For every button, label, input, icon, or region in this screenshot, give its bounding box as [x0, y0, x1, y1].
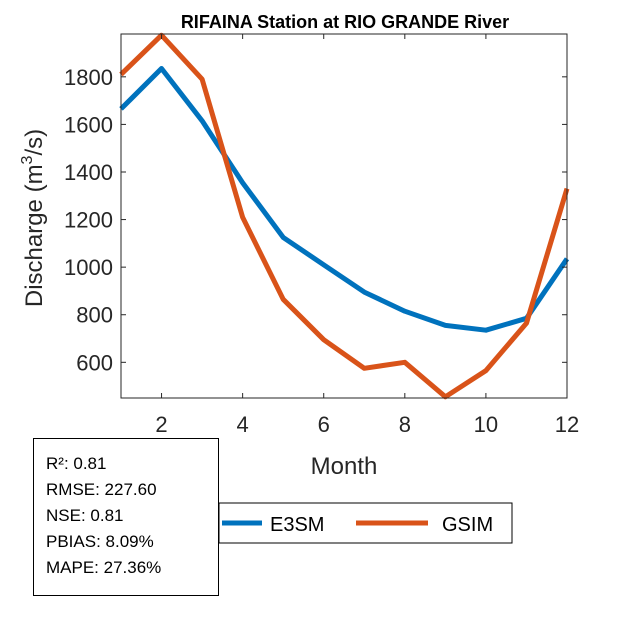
series-line-e3sm [119, 66, 570, 333]
stat-pbias: PBIAS: 8.09% [46, 532, 154, 551]
x-tick-label: 10 [474, 412, 498, 437]
y-tick-label: 1800 [64, 65, 113, 90]
x-tick-label: 4 [237, 412, 249, 437]
plot-area [121, 34, 567, 398]
stat-rmse: RMSE: 227.60 [46, 480, 157, 499]
series-line-gsim [119, 32, 570, 400]
x-tick-label: 6 [318, 412, 330, 437]
y-tick-label: 1600 [64, 112, 113, 137]
y-tick-label: 1400 [64, 160, 113, 185]
legend: E3SM GSIM [218, 502, 513, 544]
y-tick-label: 800 [76, 303, 113, 328]
stat-r2: R²: 0.81 [46, 454, 107, 473]
y-axis-label-end: /s) [21, 129, 48, 156]
y-axis-label-main: Discharge (m [21, 164, 48, 307]
legend-label-e3sm: E3SM [270, 514, 324, 536]
stat-nse: NSE: 0.81 [46, 506, 124, 525]
y-axis-label-sup: 3 [19, 155, 36, 164]
y-tick-label: 1000 [64, 255, 113, 280]
x-axis-label: Month [311, 453, 378, 480]
stat-mape: MAPE: 27.36% [46, 558, 162, 577]
x-tick-label: 12 [555, 412, 579, 437]
stats-box: R²: 0.81 RMSE: 227.60 NSE: 0.81 PBIAS: 8… [33, 438, 219, 596]
y-tick-label: 600 [76, 350, 113, 375]
legend-label-gsim: GSIM [442, 514, 493, 536]
plot-frame [120, 33, 568, 399]
x-tick-label: 8 [399, 412, 411, 437]
chart-title: RIFAINA Station at RIO GRANDE River [181, 12, 509, 32]
x-tick-label: 2 [155, 412, 167, 437]
y-tick-label: 1200 [64, 208, 113, 233]
y-axis-label: Discharge (m3/s) [19, 129, 48, 307]
